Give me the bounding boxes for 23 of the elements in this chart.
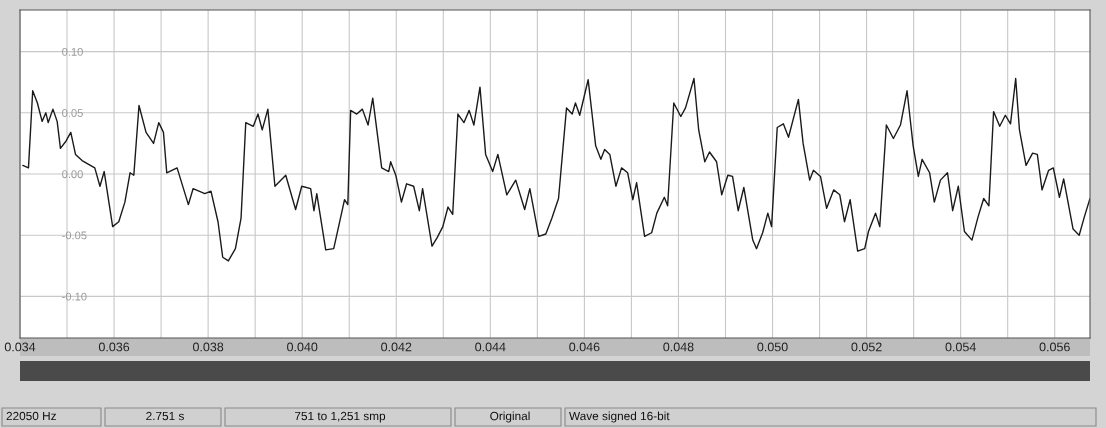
text: Original [490,411,530,423]
x-tick-label: 0.036 [98,342,130,352]
y-tick-label: 0.05 [62,109,83,117]
text: 751 to 1,251 smp [294,411,386,423]
x-tick-label: 0.048 [663,342,694,352]
y-tick-label: 0.10 [62,47,83,56]
y-tick-label: -0.10 [62,292,87,301]
text: 22050 Hz [6,411,56,421]
line-series [22,77,1090,262]
x-tick-label: 0.046 [569,342,600,352]
text: Wave signed 16-bit [569,411,670,423]
y-tick-label: -0.05 [62,231,87,240]
x-tick-label: 0.042 [381,342,412,352]
x-tick-label: 0.050 [757,342,788,352]
x-tick-label: 0.054 [945,342,976,352]
text: 2.751 s [146,411,184,421]
x-tick-label: 0.056 [1039,342,1070,352]
y-tick-label: 0.00 [62,170,83,179]
x-tick-label: 0.040 [287,342,318,352]
x-tick-label: 0.038 [192,342,224,352]
x-tick-label: 0.044 [475,342,506,352]
x-tick-label: 0.052 [851,342,882,352]
x-tick-label: 0.034 [4,342,36,352]
